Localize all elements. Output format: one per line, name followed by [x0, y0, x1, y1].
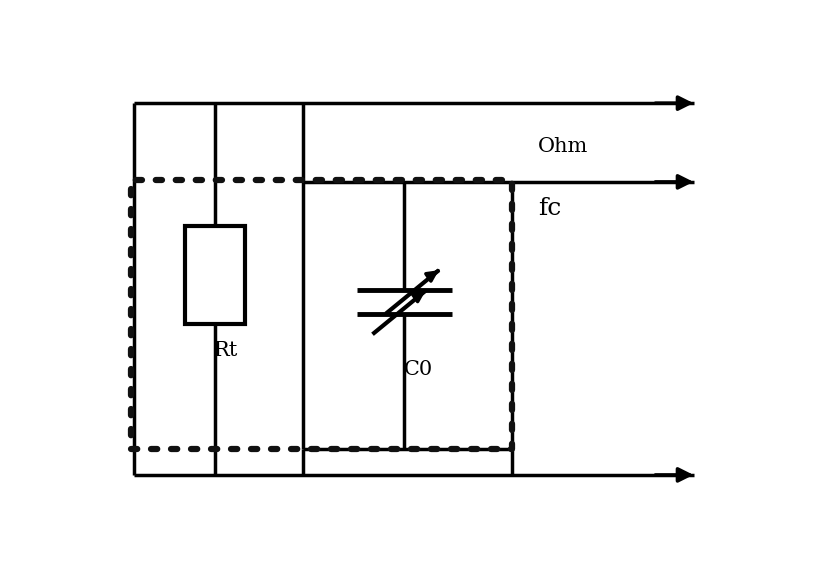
Bar — [131, 179, 512, 449]
Bar — [185, 225, 245, 324]
Text: Ohm: Ohm — [537, 137, 587, 156]
Text: Rt: Rt — [214, 341, 238, 360]
Text: C0: C0 — [404, 361, 433, 379]
Text: fc: fc — [537, 197, 560, 220]
